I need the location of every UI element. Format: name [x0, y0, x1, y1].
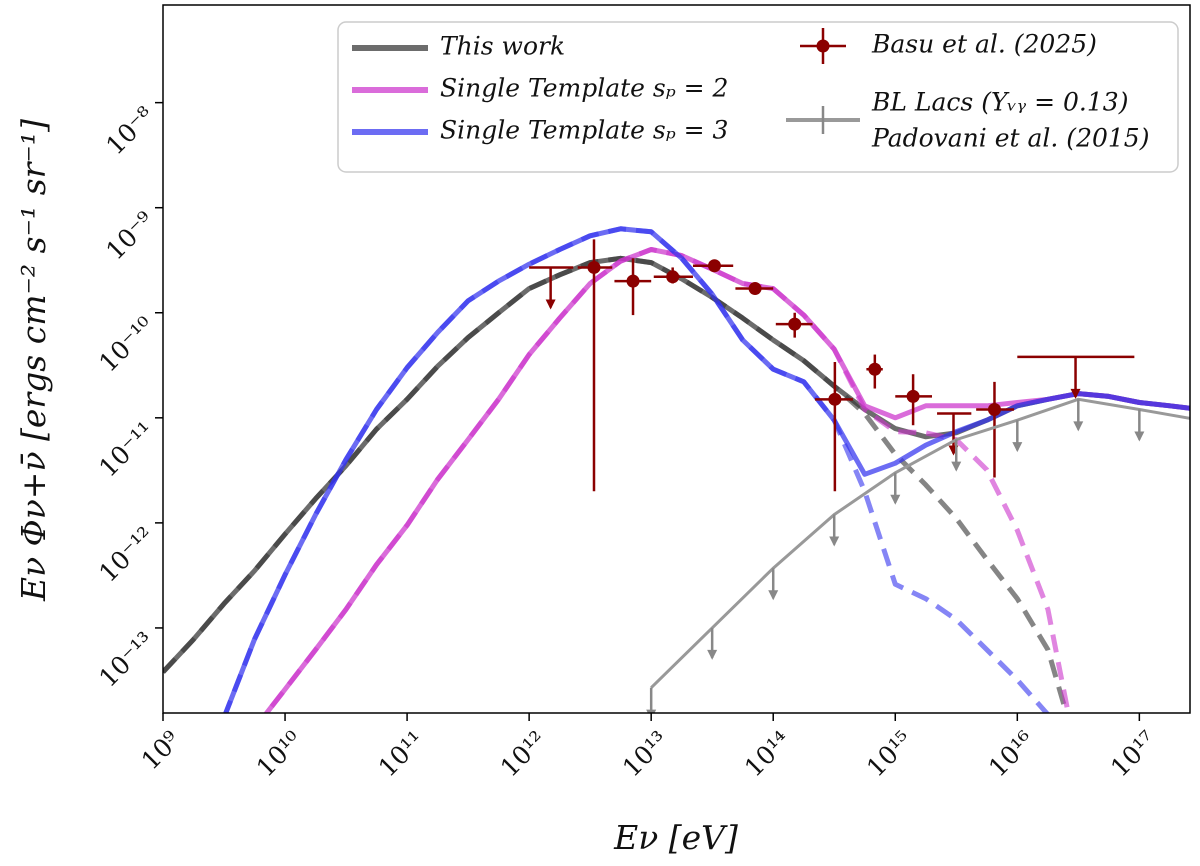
arrow-head	[646, 709, 657, 713]
arrow-head	[545, 299, 556, 310]
upper-limit-arrow	[829, 514, 840, 547]
legend-label: This work	[440, 32, 565, 61]
component-line	[163, 255, 1069, 713]
legend-box	[337, 21, 1179, 173]
arrow-head	[768, 590, 779, 601]
arrow-head	[1073, 421, 1084, 432]
legend-label: Single Template sₚ = 3	[440, 116, 728, 145]
arrow-head	[1012, 442, 1023, 453]
upper-limit-arrow	[707, 627, 718, 660]
data-point	[987, 403, 1001, 417]
data-point	[868, 362, 882, 376]
data-point	[587, 260, 601, 274]
data-point	[626, 274, 640, 288]
data-point	[707, 259, 721, 273]
legend-swatch	[816, 39, 830, 53]
upper-limit-arrow	[1134, 409, 1145, 442]
component-line	[223, 226, 1050, 713]
upper-limit-arrow	[951, 439, 962, 472]
axes-frame	[162, 4, 1191, 714]
legend: This work Single Template sₚ = 2 Single Te…	[337, 21, 1179, 173]
upper-limit-arrow	[768, 568, 779, 601]
y-axis-label: Eν Φν+ν̄ [ergs cm⁻² s⁻¹ sr⁻¹]	[14, 119, 53, 602]
legend-label: Single Template sₚ = 2	[440, 74, 728, 103]
legend-label: BL Lacs (Yᵥᵧ = 0.13)	[871, 88, 1128, 117]
arrow-head	[1134, 431, 1145, 442]
total-line	[223, 226, 1190, 713]
upper-limit-arrow	[545, 267, 556, 310]
data-point	[788, 317, 802, 331]
data-point	[748, 282, 762, 296]
x-axis-label: Eν [eV]	[613, 818, 738, 857]
data-point	[906, 389, 920, 403]
arrow-head	[707, 649, 718, 660]
arrow-head	[890, 494, 901, 505]
upper-limit-arrow	[890, 472, 901, 505]
upper-limit-arrow	[1073, 399, 1084, 432]
plot-area	[163, 226, 1190, 713]
arrow-head	[951, 461, 962, 472]
data-point	[828, 392, 842, 406]
data-point	[666, 270, 680, 284]
upper-limit-arrow	[1012, 420, 1023, 453]
legend-label: Padovani et al. (2015)	[871, 124, 1149, 153]
upper-limit-arrow	[1070, 356, 1081, 399]
legend-label: Basu et al. (2025)	[871, 30, 1097, 59]
limit-line	[650, 397, 1190, 689]
arrow-head	[829, 536, 840, 547]
arrow-head	[1070, 388, 1081, 399]
